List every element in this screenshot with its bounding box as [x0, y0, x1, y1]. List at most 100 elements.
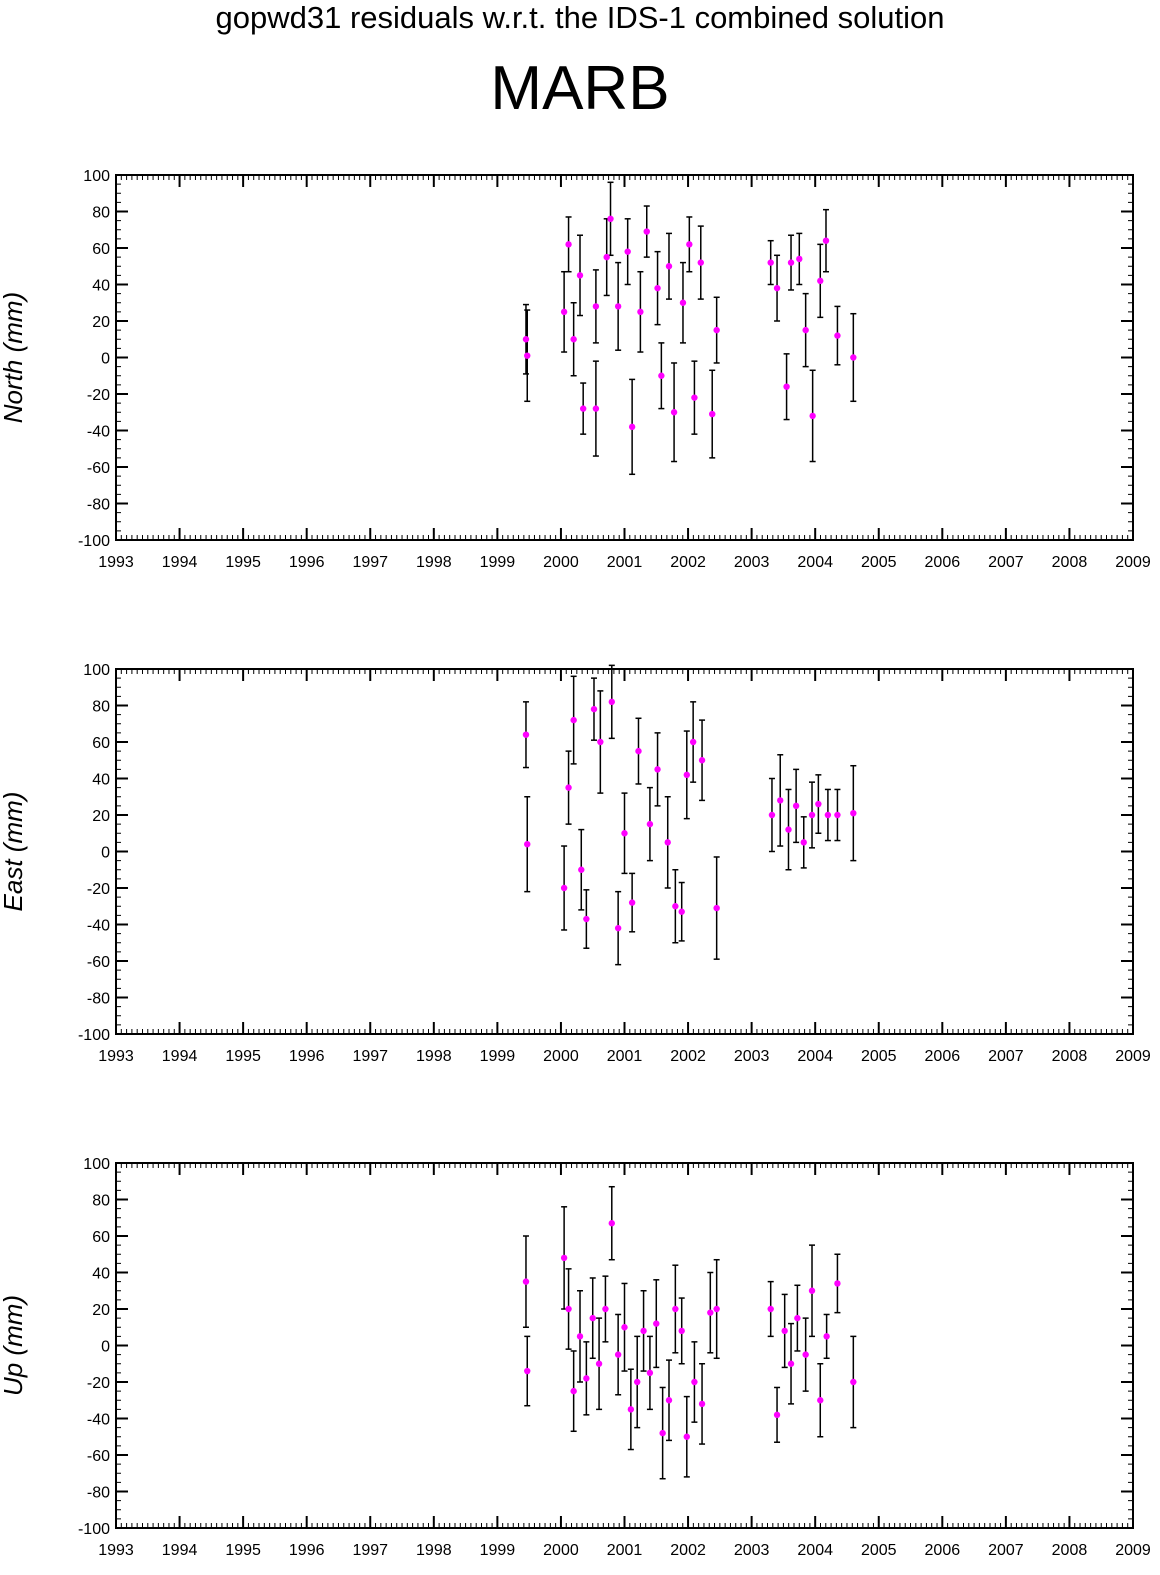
y-tick-label: 0 [101, 351, 110, 368]
x-tick-label: 2005 [861, 1048, 897, 1065]
y-tick-label: -20 [87, 387, 110, 404]
x-tick-label: 2006 [925, 554, 961, 571]
y-tick-label: -40 [87, 1412, 110, 1429]
x-tick-label: 2002 [670, 554, 706, 571]
y-tick-label: -40 [87, 918, 110, 935]
x-tick-label: 2001 [607, 554, 643, 571]
y-tick-label: -80 [87, 1485, 110, 1502]
data-point [672, 903, 679, 910]
data-point [822, 237, 830, 244]
x-tick-label: 2000 [543, 1542, 579, 1559]
data-point [524, 1367, 531, 1375]
y-tick-label: 60 [92, 1229, 110, 1246]
data-point [679, 299, 687, 306]
y-tick-label: 0 [101, 1339, 110, 1356]
y-tick-label: -80 [87, 991, 110, 1008]
data-point [653, 1320, 660, 1327]
x-tick-label: 1994 [162, 1048, 198, 1065]
y-tick-label: 60 [92, 735, 110, 752]
data-point [614, 303, 622, 310]
data-point [823, 1333, 830, 1340]
x-tick-label: 2003 [734, 1048, 770, 1065]
data-point [713, 904, 720, 912]
y-tick-label: 20 [92, 1302, 110, 1319]
data-point [834, 332, 841, 339]
x-tick-label: 2000 [543, 1048, 579, 1065]
north-axis-title: North (mm) [0, 292, 28, 423]
data-point [592, 303, 600, 310]
x-tick-label: 2005 [861, 554, 897, 571]
y-tick-label: 40 [92, 772, 110, 789]
y-tick-label: -40 [87, 424, 110, 441]
data-point [686, 241, 693, 248]
x-tick-label: 2008 [1052, 554, 1088, 571]
x-tick-label: 1999 [480, 1048, 516, 1065]
x-tick-label: 1999 [480, 1542, 516, 1559]
data-point [787, 259, 795, 266]
x-tick-label: 1997 [352, 1048, 388, 1065]
x-tick-label: 2006 [925, 1542, 961, 1559]
y-tick-label: -100 [78, 1027, 110, 1044]
data-point [792, 802, 800, 810]
x-tick-label: 2003 [734, 1542, 770, 1559]
data-point [787, 1360, 795, 1367]
data-point [522, 1278, 530, 1285]
x-tick-label: 1997 [352, 1542, 388, 1559]
data-point [802, 1351, 809, 1358]
data-point [560, 308, 568, 316]
east-axis-title: East (mm) [0, 792, 28, 912]
data-point [592, 405, 600, 412]
data-point [689, 738, 697, 746]
data-point [658, 372, 665, 379]
x-tick-label: 1998 [416, 1048, 452, 1065]
data-point [850, 354, 857, 361]
data-point [664, 839, 671, 846]
data-point [621, 830, 628, 837]
data-point [796, 255, 803, 263]
data-point [595, 1360, 603, 1367]
chart-title: gopwd31 residuals w.r.t. the IDS-1 combi… [215, 0, 945, 35]
data-point [678, 1327, 685, 1335]
y-tick-label: -20 [87, 1375, 110, 1392]
data-point [522, 731, 530, 738]
x-tick-label: 2007 [988, 1048, 1024, 1065]
x-tick-label: 2005 [861, 1542, 897, 1559]
data-point [583, 1375, 590, 1382]
data-point [634, 1378, 641, 1386]
data-point [627, 1406, 635, 1413]
data-point [628, 423, 636, 431]
data-point [809, 412, 816, 420]
x-tick-label: 2001 [607, 1542, 643, 1559]
x-tick-label: 2009 [1115, 1542, 1151, 1559]
y-tick-label: 20 [92, 314, 110, 331]
data-point [565, 784, 572, 791]
data-point [691, 1378, 698, 1386]
x-tick-label: 2001 [607, 1048, 643, 1065]
data-point [824, 811, 832, 819]
data-point [698, 757, 706, 764]
x-tick-label: 2003 [734, 554, 770, 571]
data-point [713, 326, 720, 334]
data-point [697, 259, 704, 266]
x-tick-label: 1995 [225, 554, 261, 571]
x-tick-label: 2008 [1052, 1048, 1088, 1065]
data-point [624, 248, 631, 255]
y-tick-label: 40 [92, 1266, 110, 1283]
x-tick-label: 1993 [98, 554, 134, 571]
data-point [785, 826, 792, 833]
data-point [576, 272, 584, 279]
data-point [654, 284, 661, 292]
x-tick-label: 2004 [797, 1048, 833, 1065]
data-point [576, 1333, 584, 1340]
data-point [603, 253, 610, 261]
data-point [817, 1397, 824, 1404]
data-point [808, 811, 816, 819]
y-tick-label: 100 [83, 1156, 110, 1173]
y-tick-label: -60 [87, 954, 110, 971]
data-point [640, 1327, 647, 1335]
up-panel: 1993 1994 1995 1996 1997 1998 1999 2000 2001 2002… [0, 1156, 1151, 1559]
data-point [637, 308, 644, 316]
x-tick-label: 2007 [988, 1542, 1024, 1559]
data-point [713, 1305, 720, 1313]
x-tick-label: 1993 [98, 1542, 134, 1559]
